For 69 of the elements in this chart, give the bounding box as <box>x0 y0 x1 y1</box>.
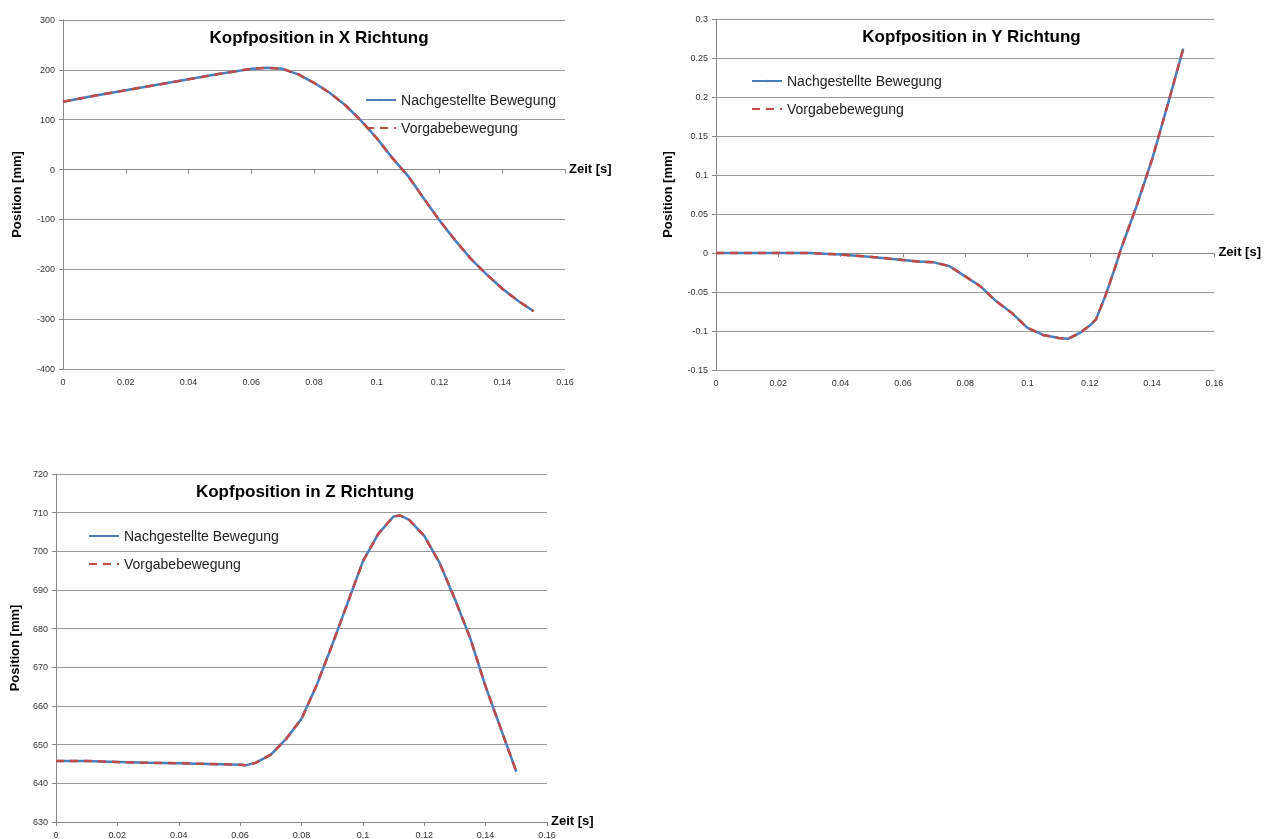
y-tick-label: 680 <box>32 623 48 634</box>
x-tick-label: 0.08 <box>292 829 311 839</box>
y-tick-label: 650 <box>32 739 48 750</box>
y-tick-label: -0.05 <box>687 287 708 297</box>
y-tick-label: 300 <box>39 15 55 25</box>
x-tick-label: 0.02 <box>116 376 135 387</box>
y-tick-label: -300 <box>36 314 55 325</box>
x-tick-label: 0 <box>60 376 66 387</box>
y-tick-label: -0.1 <box>692 326 708 336</box>
legend-label: Nachgestellte Bewegung <box>787 73 942 89</box>
y-tick-label: 700 <box>32 546 48 557</box>
y-tick-label: 0 <box>49 164 55 175</box>
x-tick-label: 0.16 <box>1205 377 1224 388</box>
y-tick-label: 640 <box>32 778 48 789</box>
x-tick-label: 0.02 <box>769 377 788 388</box>
x-axis-title: Zeit [s] <box>551 813 594 828</box>
y-tick-label: 690 <box>32 585 48 595</box>
y-axis-title: Position [mm] <box>9 151 24 238</box>
y-tick-label: 0 <box>702 248 708 258</box>
x-tick-label: 0.06 <box>231 829 249 839</box>
x-axis-title: Zeit [s] <box>569 160 612 176</box>
y-tick-label: -0.15 <box>687 365 708 375</box>
x-tick-label: 0.1 <box>1021 377 1034 388</box>
legend-label: Vorgabebewegung <box>787 101 904 117</box>
y-tick-label: -200 <box>36 264 55 275</box>
x-tick-label: 0.04 <box>831 377 850 388</box>
y-tick-label: 710 <box>32 507 48 518</box>
x-tick-label: 0.08 <box>305 376 323 387</box>
x-tick-label: 0.04 <box>179 376 198 387</box>
x-tick-label: 0.12 <box>415 829 434 839</box>
x-tick-label: 0.04 <box>169 829 188 839</box>
y-tick-label: 0.05 <box>690 209 708 219</box>
text: Kopfposition in Z Richtung <box>195 482 415 501</box>
y-axis-title: Position [mm] <box>660 151 675 238</box>
y-tick-label: 0.2 <box>695 92 708 102</box>
x-tick-label: 0.16 <box>556 376 574 387</box>
x-tick-label: 0.08 <box>956 377 974 388</box>
x-tick-label: 0.1 <box>370 376 384 387</box>
y-tick-label: 100 <box>39 114 55 125</box>
x-tick-label: 0.06 <box>894 377 912 388</box>
x-tick-label: 0.02 <box>108 829 127 839</box>
legend-label: Nachgestellte Bewegung <box>401 92 557 108</box>
x-tick-label: 0.16 <box>538 829 556 839</box>
y-tick-label: -100 <box>36 214 55 225</box>
y-tick-label: -400 <box>36 364 55 374</box>
text: Kopfposition in X Richtung <box>209 28 429 47</box>
y-tick-label: 200 <box>39 64 55 75</box>
x-axis-title: Zeit [s] <box>1218 244 1262 259</box>
x-tick-label: 0 <box>713 377 719 388</box>
legend-label: Nachgestellte Bewegung <box>124 528 279 544</box>
y-tick-label: 0.25 <box>690 53 708 63</box>
y-tick-label: 670 <box>32 662 48 673</box>
legend-label: Vorgabebewegung <box>124 556 241 572</box>
y-tick-label: 0.3 <box>695 14 708 24</box>
x-tick-label: 0.14 <box>493 376 512 387</box>
legend-label: Vorgabebewegung <box>401 120 518 136</box>
text: Kopfposition in Y Richtung <box>862 27 1081 46</box>
x-tick-label: 0.12 <box>430 376 449 387</box>
y-tick-label: 630 <box>32 817 48 827</box>
x-tick-label: 0.1 <box>356 829 370 839</box>
y-axis-title: Position [mm] <box>7 604 22 692</box>
y-tick-label: 720 <box>32 469 48 479</box>
y-tick-label: 0.1 <box>695 170 708 180</box>
y-tick-label: 0.15 <box>690 131 708 141</box>
x-tick-label: 0.14 <box>1143 377 1161 388</box>
x-tick-label: 0.12 <box>1081 377 1099 388</box>
y-tick-label: 660 <box>32 701 48 711</box>
x-tick-label: 0.06 <box>242 376 261 387</box>
x-tick-label: 0.14 <box>476 829 495 839</box>
